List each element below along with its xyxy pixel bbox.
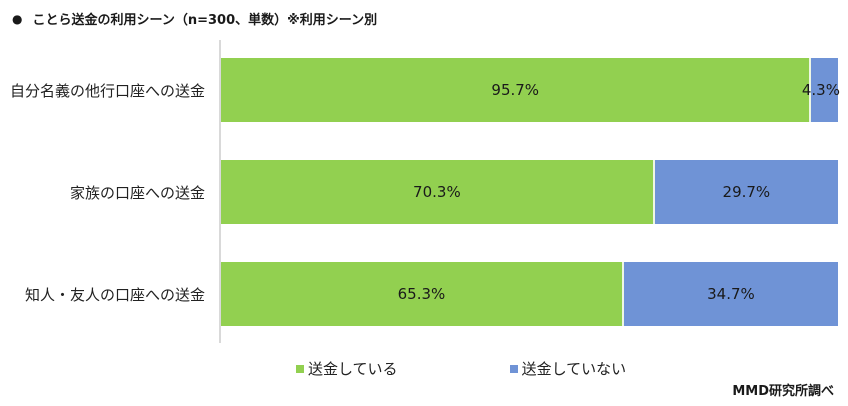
- bullet-icon: ●: [12, 11, 23, 26]
- bar-segment-not-sending: 29.7%: [654, 160, 838, 224]
- legend-item-not-sending: 送金していない: [509, 358, 627, 379]
- chart-title-text: ことら送金の利用シーン（n=300、単数）※利用シーン別: [32, 13, 378, 28]
- legend-item-sending: 送金している: [296, 358, 398, 379]
- bar-row: 家族の口座への送金 70.3% 29.7%: [0, 160, 848, 224]
- category-label: 家族の口座への送金: [69, 183, 205, 202]
- category-label: 知人・友人の口座への送金: [24, 285, 205, 304]
- bar-row: 自分名義の他行口座への送金 95.7% 4.3%: [0, 58, 848, 122]
- bar-segment-sending: 95.7%: [221, 58, 812, 122]
- bar-segment-sending: 70.3%: [221, 160, 655, 224]
- chart-legend: 送金している 送金していない: [296, 358, 738, 379]
- bar-segment-not-sending: 4.3%: [802, 58, 840, 122]
- data-label: 70.3%: [413, 183, 461, 201]
- data-label: 29.7%: [722, 183, 771, 201]
- legend-swatch-green-icon: [296, 364, 304, 373]
- stacked-bar: 65.3% 34.7%: [221, 262, 838, 326]
- bar-row: 知人・友人の口座への送金 65.3% 34.7%: [0, 262, 848, 326]
- legend-swatch-blue-icon: [509, 364, 518, 373]
- chart-title: ● ことら送金の利用シーン（n=300、単数）※利用シーン別: [12, 9, 378, 29]
- legend-label: 送金している: [308, 360, 398, 378]
- data-label: 65.3%: [397, 285, 446, 303]
- legend-label: 送金していない: [521, 360, 627, 378]
- bar-segment-sending: 65.3%: [221, 262, 624, 326]
- data-label: 95.7%: [491, 81, 540, 99]
- bar-segment-not-sending: 34.7%: [623, 262, 838, 326]
- category-axis-line: [219, 40, 221, 343]
- data-label: 34.7%: [707, 285, 755, 303]
- data-label: 4.3%: [801, 81, 840, 99]
- stacked-bar: 70.3% 29.7%: [221, 160, 838, 224]
- category-label: 自分名義の他行口座への送金: [9, 81, 205, 100]
- stacked-bar: 95.7% 4.3%: [221, 58, 840, 122]
- source-credit: MMD研究所調べ: [732, 384, 834, 399]
